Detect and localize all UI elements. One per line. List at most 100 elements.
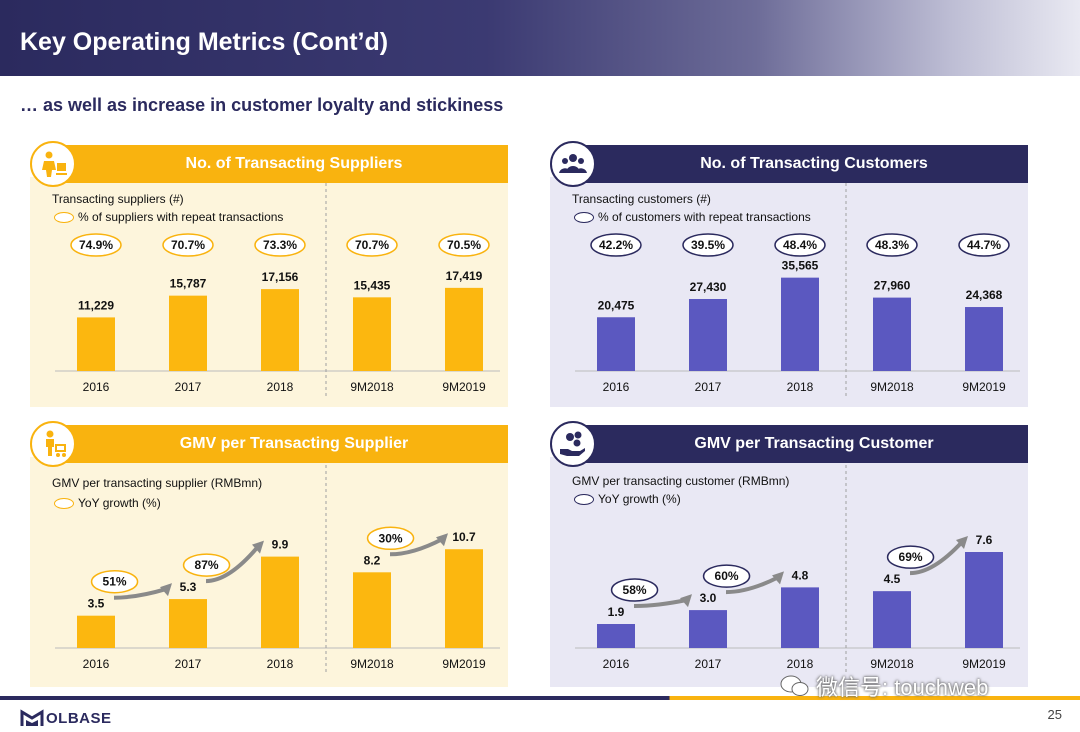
growth-label: 58% — [623, 583, 647, 597]
bar — [261, 289, 299, 371]
bar-value-label: 1.9 — [608, 605, 625, 619]
growth-arrow — [113, 587, 167, 600]
x-tick-label: 2016 — [603, 380, 630, 394]
bar — [169, 295, 207, 371]
repeat-pct-label: 74.9% — [79, 238, 113, 252]
bar — [597, 317, 635, 371]
repeat-pct-oval — [254, 233, 306, 257]
x-tick-label: 2016 — [603, 657, 630, 671]
suppliers-chart: 11,229 2016 15,787 2017 17,156 2018 15,435 9M20… — [55, 183, 500, 396]
growth-oval — [90, 569, 139, 594]
repeat-pct-oval — [162, 233, 214, 257]
gmv-customer-chart: 1.9 2016 3.0 2017 4.8 2018 4.5 9M2018 7.6 9M2019 5… — [575, 465, 1020, 673]
growth-label: 87% — [195, 558, 219, 572]
repeat-pct-oval — [346, 233, 398, 257]
growth-label: 69% — [899, 550, 923, 564]
growth-arrow-head — [956, 536, 968, 549]
growth-oval — [886, 545, 935, 569]
bar-value-label: 17,419 — [446, 269, 483, 283]
x-tick-label: 2016 — [83, 657, 110, 671]
slide-subtitle: … as well as increase in customer loyalt… — [20, 95, 504, 115]
suppliers-panel: No. of Transacting Suppliers Transacting… — [30, 141, 508, 407]
repeat-pct-oval — [590, 233, 642, 257]
x-tick-label: 2018 — [267, 380, 294, 394]
bar-value-label: 5.3 — [180, 580, 197, 594]
x-tick-label: 2017 — [695, 380, 722, 394]
bar-value-label: 8.2 — [364, 553, 381, 567]
header-band — [0, 0, 1080, 76]
repeat-pct-oval — [866, 233, 918, 257]
bar-value-label: 10.7 — [452, 530, 476, 544]
legend-title: Transacting customers (#) — [572, 192, 711, 206]
legend-oval-label: % of customers with repeat transactions — [598, 210, 811, 224]
growth-arrow — [725, 575, 779, 595]
legend-oval-marker — [54, 212, 74, 223]
growth-arrow-head — [772, 571, 784, 585]
x-tick-label: 9M2018 — [870, 380, 914, 394]
bar — [353, 572, 391, 648]
bar — [689, 610, 727, 648]
money-hand-icon — [550, 421, 596, 467]
bar — [597, 624, 635, 648]
company-logo: OLBASE — [20, 708, 112, 728]
bar — [965, 552, 1003, 648]
x-tick-label: 2017 — [695, 657, 722, 671]
footer-rule — [0, 696, 1080, 700]
bar-value-label: 4.8 — [792, 568, 809, 582]
gmv-customer-panel: GMV per Transacting Customer GMV per tra… — [550, 421, 1028, 687]
bar — [77, 615, 115, 648]
repeat-pct-label: 73.3% — [263, 238, 297, 252]
logo-text: OLBASE — [46, 709, 112, 727]
bar-value-label: 17,156 — [262, 270, 299, 284]
repeat-pct-label: 70.7% — [355, 238, 389, 252]
wechat-icon — [780, 675, 809, 696]
growth-arrow-head — [160, 583, 172, 597]
bar — [77, 317, 115, 371]
wechat-watermark: 微信号: touchweb — [780, 670, 988, 702]
repeat-pct-label: 48.4% — [783, 238, 817, 252]
growth-label: 51% — [103, 575, 127, 589]
legend-oval-marker — [54, 498, 74, 509]
supplier-worker-icon — [30, 141, 76, 187]
bar — [353, 297, 391, 371]
x-tick-label: 9M2018 — [350, 657, 394, 671]
bar — [781, 587, 819, 648]
legend-oval-label: YoY growth (%) — [78, 496, 161, 510]
legend-oval-label: % of suppliers with repeat transactions — [78, 210, 284, 224]
growth-label: 30% — [379, 531, 403, 545]
growth-arrow-head — [252, 540, 264, 554]
bar-value-label: 24,368 — [966, 288, 1003, 302]
page-number: 25 — [1047, 707, 1062, 722]
x-tick-label: 2017 — [175, 380, 202, 394]
bar — [261, 556, 299, 648]
bar — [781, 277, 819, 371]
panel-background — [550, 457, 1028, 687]
people-group-icon — [550, 141, 596, 187]
growth-oval — [182, 553, 231, 577]
bar — [965, 307, 1003, 371]
repeat-pct-label: 70.5% — [447, 238, 481, 252]
legend-title: Transacting suppliers (#) — [52, 192, 184, 206]
gmv-supplier-chart: 3.5 2016 5.3 2017 9.9 2018 8.2 9M2018 10.7 9M2019… — [55, 465, 500, 673]
bar — [445, 549, 483, 648]
panel-banner: No. of Transacting Customers — [580, 145, 1028, 183]
repeat-pct-label: 44.7% — [967, 238, 1001, 252]
growth-arrow — [633, 598, 687, 608]
bar — [169, 599, 207, 648]
bar-value-label: 15,787 — [170, 277, 207, 291]
page-title: Key Operating Metrics (Cont’d) — [20, 28, 389, 56]
bar-value-label: 15,435 — [354, 278, 391, 292]
repeat-pct-oval — [774, 233, 826, 257]
panel-banner: GMV per Transacting Customer — [580, 425, 1028, 463]
x-tick-label: 9M2019 — [962, 657, 1006, 671]
x-tick-label: 2018 — [787, 380, 814, 394]
repeat-pct-label: 70.7% — [171, 238, 205, 252]
panel-banner-title: No. of Transacting Customers — [700, 155, 928, 172]
x-tick-label: 2018 — [787, 657, 814, 671]
gmv-supplier-panel: GMV per Transacting Supplier GMV per tra… — [30, 421, 508, 687]
panel-banner-title: GMV per Transacting Customer — [694, 435, 934, 452]
panel-banner: No. of Transacting Suppliers — [60, 145, 508, 183]
growth-arrow-head — [680, 594, 692, 608]
panel-banner-title: No. of Transacting Suppliers — [185, 155, 403, 172]
legend-title: GMV per transacting supplier (RMBmn) — [52, 476, 263, 490]
